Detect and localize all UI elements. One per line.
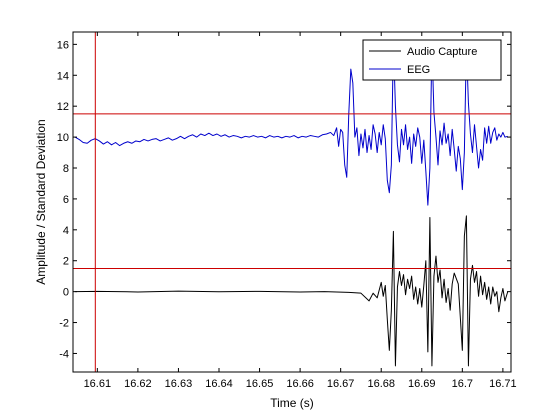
y-tick-label: -4 — [59, 348, 69, 360]
y-tick-label: 14 — [57, 70, 69, 82]
x-tick-label: 16.64 — [205, 378, 233, 390]
y-tick-label: 0 — [63, 287, 69, 299]
y-tick-label: -2 — [59, 318, 69, 330]
x-axis-label: Time (s) — [270, 396, 314, 410]
x-tick-label: 16.68 — [367, 378, 395, 390]
y-tick-label: 12 — [57, 101, 69, 113]
y-tick-label: 4 — [63, 225, 69, 237]
series-line-eeg — [74, 40, 508, 206]
legend-label-eeg: EEG — [407, 64, 430, 76]
y-tick-label: 6 — [63, 194, 69, 206]
legend-label-audio-capture: Audio Capture — [407, 46, 477, 58]
x-tick-label: 16.71 — [489, 378, 517, 390]
series-line-audio-capture — [75, 215, 509, 367]
legend-box — [362, 39, 502, 81]
x-tick-label: 16.61 — [84, 378, 112, 390]
series-layer — [74, 40, 509, 367]
x-tick-label: 16.66 — [286, 378, 314, 390]
plot-area — [73, 32, 511, 372]
x-tick-label: 16.67 — [327, 378, 355, 390]
y-axis-label: Amplitude / Standard Deviation — [34, 119, 48, 284]
x-axis-ticks: 16.61 16.62 16.63 16.64 16.65 16.66 16.67 16.68… — [84, 32, 517, 390]
x-tick-label: 16.63 — [165, 378, 193, 390]
y-tick-label: 8 — [63, 163, 69, 175]
x-tick-label: 16.62 — [124, 378, 152, 390]
threshold-layer — [73, 32, 511, 372]
y-tick-label: 10 — [57, 132, 69, 144]
x-tick-label: 16.7 — [452, 378, 473, 390]
legend: Audio Capture EEG — [362, 39, 502, 81]
x-tick-label: 16.65 — [246, 378, 274, 390]
plot-frame — [72, 31, 512, 373]
x-tick-label: 16.69 — [408, 378, 436, 390]
y-tick-label: 2 — [63, 256, 69, 268]
y-tick-label: 16 — [57, 39, 69, 51]
y-axis-ticks: -4 -2 0 2 4 6 8 10 12 14 16 — [57, 39, 511, 360]
